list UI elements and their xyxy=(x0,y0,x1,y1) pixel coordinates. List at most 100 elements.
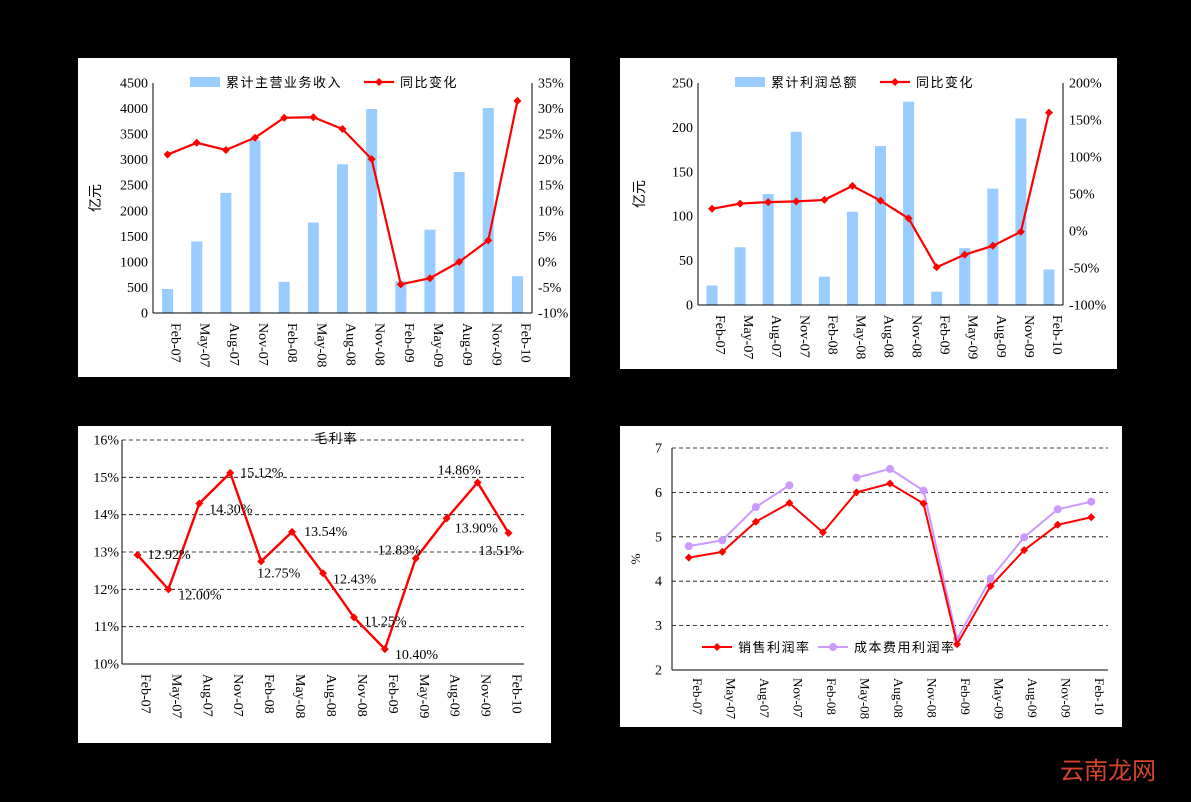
line-point xyxy=(684,542,693,551)
x-tick-label: May-08 xyxy=(857,678,872,719)
bar xyxy=(366,109,378,313)
y-tick-label: 13% xyxy=(93,546,119,561)
x-tick-label: May-09 xyxy=(416,674,431,718)
legend-marker xyxy=(713,643,721,651)
legend-marker xyxy=(375,78,383,86)
x-tick-label: May-07 xyxy=(168,674,183,718)
line-point xyxy=(953,640,962,649)
line-point xyxy=(919,486,928,495)
x-tick-label: Aug-08 xyxy=(343,323,358,366)
data-label: 12.75% xyxy=(257,566,301,581)
y-tick-label: 14% xyxy=(93,508,119,523)
bar xyxy=(931,291,943,305)
x-tick-label: Aug-08 xyxy=(881,315,896,358)
line-point xyxy=(852,488,861,497)
y-tick-label: 5% xyxy=(538,230,557,245)
bar xyxy=(959,248,971,305)
x-tick-label: Feb-08 xyxy=(824,678,839,715)
bar xyxy=(482,108,494,313)
line-point xyxy=(1053,505,1062,514)
series-line xyxy=(856,467,1092,642)
revenue-chart: 0 500 1000 1500 2000 2500 3000 3500 4000 4500 -10%… xyxy=(88,75,569,367)
y-tick-label: 10% xyxy=(538,204,564,219)
line-point xyxy=(319,569,327,578)
x-tick-label: Feb-09 xyxy=(937,315,952,355)
bar xyxy=(734,247,746,305)
x-tick-label: Feb-09 xyxy=(958,678,973,715)
y-tick-label: -5% xyxy=(538,281,562,296)
line-point xyxy=(396,280,405,289)
y-axis-label: % xyxy=(628,553,643,564)
profit-rate-chart-panel: 2 3 4 5 6 7 Feb-07 May-07 Aug-07 Nov-07 Feb-08 May-… xyxy=(620,426,1122,727)
legend-label: 销售利润率 xyxy=(738,640,811,655)
x-tick-label: Nov-07 xyxy=(796,315,811,358)
y-tick-label: -10% xyxy=(538,307,569,322)
y-tick-label: 1500 xyxy=(120,230,148,245)
x-tick-label: Feb-10 xyxy=(517,323,532,363)
x-tick-label: Aug-07 xyxy=(757,678,772,718)
y-tick-label: 4000 xyxy=(120,102,148,117)
line-point xyxy=(919,499,928,508)
line-point xyxy=(736,199,745,208)
y-tick-label: 10% xyxy=(93,658,119,673)
x-tick-label: Nov-08 xyxy=(909,315,924,358)
line-point xyxy=(484,236,493,245)
series-line xyxy=(688,482,1092,647)
x-tick-label: Feb-08 xyxy=(261,674,276,714)
bar xyxy=(511,276,523,313)
bar xyxy=(191,241,203,313)
line-point xyxy=(1016,227,1025,236)
series-line xyxy=(136,470,510,652)
legend-swatch-bar xyxy=(735,77,765,87)
line-point xyxy=(751,503,760,512)
y-tick-label: 0 xyxy=(686,299,693,314)
bar xyxy=(395,281,407,313)
x-tick-label: Nov-09 xyxy=(1059,678,1074,718)
line-point xyxy=(785,481,794,490)
line-point xyxy=(504,528,513,537)
line-point xyxy=(751,517,760,526)
line-point xyxy=(764,198,773,207)
line-point xyxy=(455,257,464,266)
data-label: 12.83% xyxy=(378,543,422,558)
x-tick-label: Aug-09 xyxy=(1025,678,1040,718)
data-label: 14.30% xyxy=(209,502,253,517)
x-tick-label: Feb-10 xyxy=(1092,678,1107,715)
line-point xyxy=(886,464,894,473)
legend-label: 毛利率 xyxy=(314,431,358,446)
profit-chart: 0 50 100 150 200 250 -100% -50% 0% 50% 100% 150% 200… xyxy=(632,75,1107,359)
y-tick-label: 2 xyxy=(655,664,662,679)
x-tick-label: Aug-07 xyxy=(768,315,783,358)
bar xyxy=(706,285,718,305)
line-point xyxy=(876,196,885,205)
line-point xyxy=(195,499,204,508)
line-point xyxy=(852,473,861,482)
legend-swatch-bar xyxy=(190,77,220,87)
data-label: 13.51% xyxy=(479,544,523,559)
line-point xyxy=(192,138,201,147)
y-tick-label: 3000 xyxy=(120,153,148,168)
x-tick-label: Aug-08 xyxy=(891,678,906,718)
x-tick-label: May-07 xyxy=(723,678,738,720)
line-point xyxy=(1020,533,1029,542)
bar xyxy=(1043,269,1055,305)
line-point xyxy=(792,197,801,206)
y-tick-label: 12% xyxy=(93,583,119,598)
gross-margin-chart-panel: 10% 11% 12% 13% 14% 15% 16% 12.92% 12.00% 14.30% 1… xyxy=(78,426,551,743)
y-axis-label: 亿元 xyxy=(632,180,648,208)
bar xyxy=(249,140,261,313)
line-point xyxy=(367,155,376,164)
data-label: 12.43% xyxy=(333,572,377,587)
x-tick-label: Aug-09 xyxy=(447,674,462,717)
x-tick-label: May-08 xyxy=(292,674,307,718)
x-tick-label: May-07 xyxy=(740,315,755,359)
y-tick-label: 100% xyxy=(1069,151,1102,166)
line-point xyxy=(1020,546,1029,555)
bar xyxy=(790,131,802,305)
bar xyxy=(903,101,915,305)
line-point xyxy=(904,214,913,223)
x-tick-label: Feb-08 xyxy=(824,315,839,355)
line-point xyxy=(221,145,230,154)
line-point xyxy=(163,150,172,159)
legend-label: 累计利润总额 xyxy=(771,75,858,90)
